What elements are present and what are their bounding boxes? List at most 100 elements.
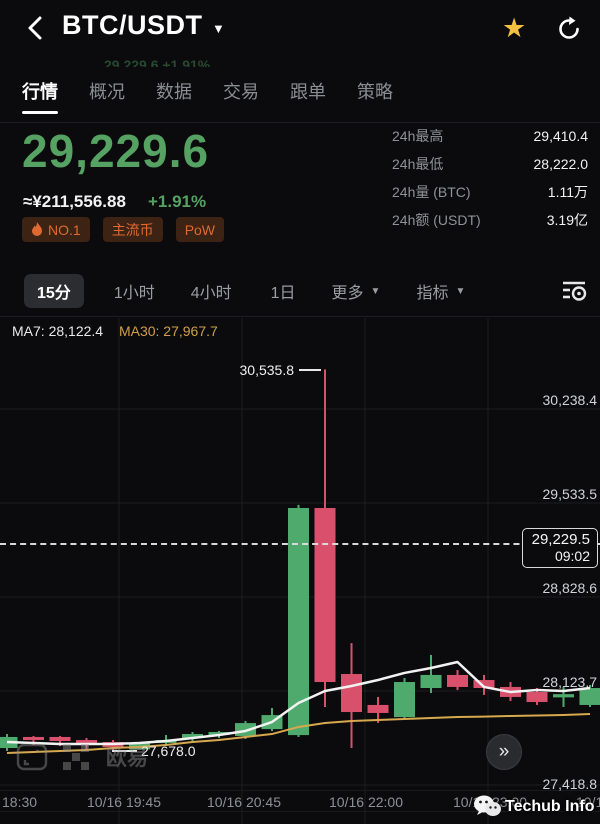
okx-logo-icon: [63, 744, 89, 770]
high-annotation: 30,535.8: [239, 362, 295, 378]
stat-row: 24h额 (USDT) 3.19亿: [392, 206, 588, 234]
screenshot-icon: [16, 743, 48, 771]
stat-value: 3.19亿: [546, 212, 588, 228]
y-axis-label: 30,238.4: [542, 392, 598, 408]
tab-strategy[interactable]: 策略: [357, 82, 393, 102]
tab-copy-trading[interactable]: 跟单: [290, 82, 326, 102]
divider: [0, 316, 600, 317]
favorite-star-icon[interactable]: ★: [502, 13, 527, 43]
chart-settings-icon[interactable]: [560, 279, 588, 303]
badge-label: 主流币: [111, 221, 154, 238]
candle-body: [420, 674, 442, 689]
wechat-icon: [474, 795, 501, 816]
candle-body: [473, 680, 495, 689]
low-annotation: 27,678.0: [141, 743, 196, 759]
y-axis-label: 28,123.7: [542, 674, 598, 690]
volume-pane-sliver: [118, 813, 489, 824]
fiat-value: ≈¥211,556.88: [23, 192, 126, 211]
badge-pow[interactable]: PoW: [175, 217, 225, 242]
candle-body: [553, 694, 574, 698]
more-label: 更多: [331, 285, 364, 302]
candle-body: [182, 734, 203, 739]
candle-body: [49, 736, 71, 741]
x-axis-label: 10/16 22:00: [329, 794, 403, 810]
stat-label: 24h额 (USDT): [392, 212, 481, 228]
last-price-box-value: 29,229.5: [531, 531, 590, 548]
stat-value: 1.11万: [547, 184, 588, 200]
x-axis-label: 18:30: [2, 794, 38, 810]
stat-label: 24h最低: [392, 156, 444, 172]
tab-trade[interactable]: 交易: [223, 82, 259, 102]
timeframe-1h[interactable]: 1小时: [113, 285, 155, 302]
candlestick-chart[interactable]: [0, 318, 600, 824]
techub-watermark: Techub Info: [472, 794, 594, 820]
candle-body: [341, 674, 362, 713]
fast-forward-icon: »: [498, 740, 510, 762]
candle-body: [394, 682, 415, 718]
badge-no1[interactable]: NO.1: [22, 217, 90, 242]
timeframe-15m[interactable]: 15分: [24, 274, 84, 308]
indicator-label: 指标: [416, 285, 449, 302]
last-price-box[interactable]: 29,229.5 09:02: [522, 528, 598, 568]
header: BTC/USDT ▼ ★: [0, 0, 600, 56]
candle-body: [579, 688, 600, 705]
candle-body: [367, 704, 389, 713]
y-axis-label: 28,828.6: [542, 580, 598, 596]
ma-legend: MA7: 28,122.4 MA30: 27,967.7: [12, 323, 218, 339]
tab-bar: 行情 概况 数据 交易 跟单 策略: [22, 78, 393, 114]
ma7-value: MA7: 28,122.4: [12, 323, 104, 339]
back-icon[interactable]: [22, 14, 50, 42]
badge-row: NO.1 主流币 PoW: [22, 217, 225, 242]
candle-body: [526, 692, 548, 703]
badge-label: NO.1: [48, 221, 81, 238]
candle-body: [208, 732, 230, 735]
pair-title[interactable]: BTC/USDT: [62, 10, 203, 40]
ma30-line: [6, 713, 591, 754]
okx-watermark-text: 欧易: [106, 747, 148, 770]
chevron-down-icon: ▼: [370, 285, 381, 297]
ma30-value: MA30: 27,967.7: [118, 323, 218, 339]
indicator-dropdown[interactable]: 指标 ▼: [416, 279, 465, 303]
x-axis-label: 10/16 20:45: [207, 794, 281, 810]
stat-value: 28,222.0: [533, 156, 589, 172]
y-axis-label: 27,418.8: [542, 776, 598, 792]
okx-watermark: 欧易: [16, 742, 148, 772]
ma7-line: [6, 660, 591, 746]
timeframe-4h[interactable]: 4小时: [190, 285, 232, 302]
candle-body: [314, 508, 336, 683]
tab-data[interactable]: 数据: [156, 82, 192, 102]
y-axis-label: 29,533.5: [542, 486, 598, 502]
timeframe-1d[interactable]: 1日: [270, 285, 296, 302]
tab-quotes[interactable]: 行情: [22, 78, 58, 114]
badge-mainstream[interactable]: 主流币: [102, 217, 163, 242]
stat-row: 24h最高 29,410.4: [392, 122, 588, 150]
x-axis-label: 10/1: [576, 794, 600, 810]
last-price: 29,229.6: [22, 125, 210, 177]
refresh-icon[interactable]: [556, 16, 582, 42]
techub-watermark-text: Techub Info: [505, 798, 595, 815]
collapsed-ticker: 29,229.6 +1.91%: [104, 57, 211, 67]
stat-label: 24h量 (BTC): [392, 184, 471, 200]
candle-body: [76, 740, 97, 745]
stat-row: 24h最低 28,222.0: [392, 150, 588, 178]
more-dropdown[interactable]: 更多 ▼: [332, 279, 381, 303]
badge-label: PoW: [184, 221, 216, 238]
pair-dropdown-icon[interactable]: ▼: [212, 21, 225, 36]
stats-panel: 24h最高 29,410.4 24h最低 28,222.0 24h量 (BTC)…: [392, 122, 588, 234]
last-price-box-time: 09:02: [554, 548, 590, 564]
stat-label: 24h最高: [392, 128, 444, 144]
stat-row: 24h量 (BTC) 1.11万: [392, 178, 588, 206]
scroll-to-latest-button[interactable]: »: [486, 734, 522, 770]
flame-icon: [32, 222, 42, 236]
divider: [0, 122, 600, 123]
last-price-dashed-line: [0, 543, 600, 545]
candle-body: [288, 508, 309, 736]
x-axis-label: 10/16 19:45: [87, 794, 161, 810]
low-annotation-dash: [112, 750, 137, 752]
tab-overview[interactable]: 概况: [89, 82, 125, 102]
x-axis: 18:30 10/16 19:45 10/16 20:45 10/16 22:0…: [0, 790, 600, 812]
candle-body: [447, 674, 468, 687]
chevron-down-icon: ▼: [455, 285, 466, 297]
change-percent: +1.91%: [148, 192, 207, 211]
